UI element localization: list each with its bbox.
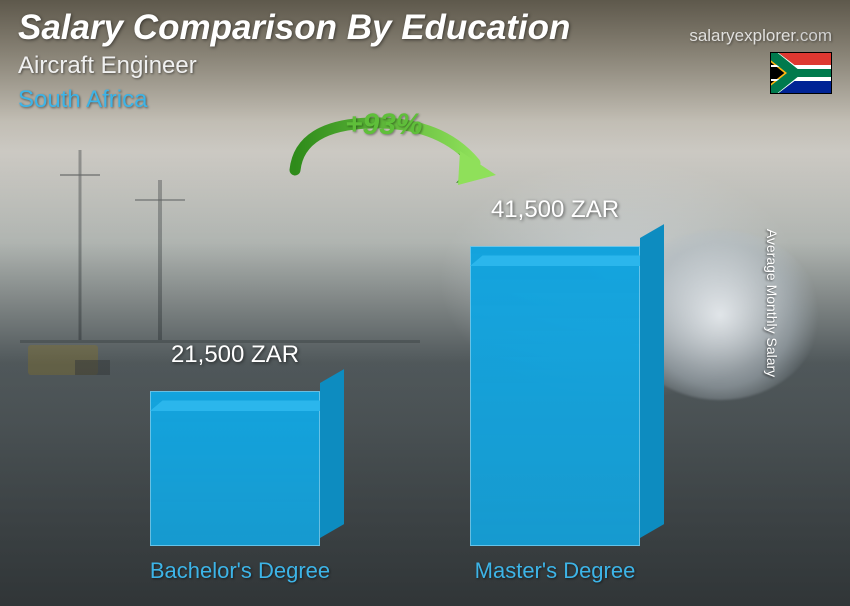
bar-front-face — [150, 391, 320, 546]
category-label: Bachelor's Degree — [115, 558, 365, 584]
category-label: Master's Degree — [430, 558, 680, 584]
watermark-domain: .com — [795, 26, 832, 45]
header: Salary Comparison By Education Aircraft … — [18, 8, 570, 114]
bar-front-face — [470, 246, 640, 546]
bar-top-face — [150, 401, 333, 412]
watermark: salaryexplorer.com — [689, 26, 832, 46]
page-title: Salary Comparison By Education — [18, 8, 570, 48]
bar-chart: 21,500 ZAR 41,500 ZAR — [130, 166, 730, 546]
bar-masters: 41,500 ZAR — [460, 246, 650, 546]
bar-side-face — [640, 224, 664, 538]
page-subtitle: Aircraft Engineer — [18, 52, 570, 80]
y-axis-label: Average Monthly Salary — [764, 229, 780, 377]
bar-bachelors: 21,500 ZAR — [140, 391, 330, 546]
percent-increase: +93% — [345, 108, 423, 142]
bar-side-face — [320, 369, 344, 538]
south-africa-flag-icon — [770, 52, 832, 94]
value-label: 41,500 ZAR — [460, 196, 650, 224]
bar-top-face — [470, 256, 653, 267]
watermark-brand: salaryexplorer — [689, 26, 795, 45]
value-label: 21,500 ZAR — [140, 341, 330, 369]
country-label: South Africa — [18, 86, 570, 114]
